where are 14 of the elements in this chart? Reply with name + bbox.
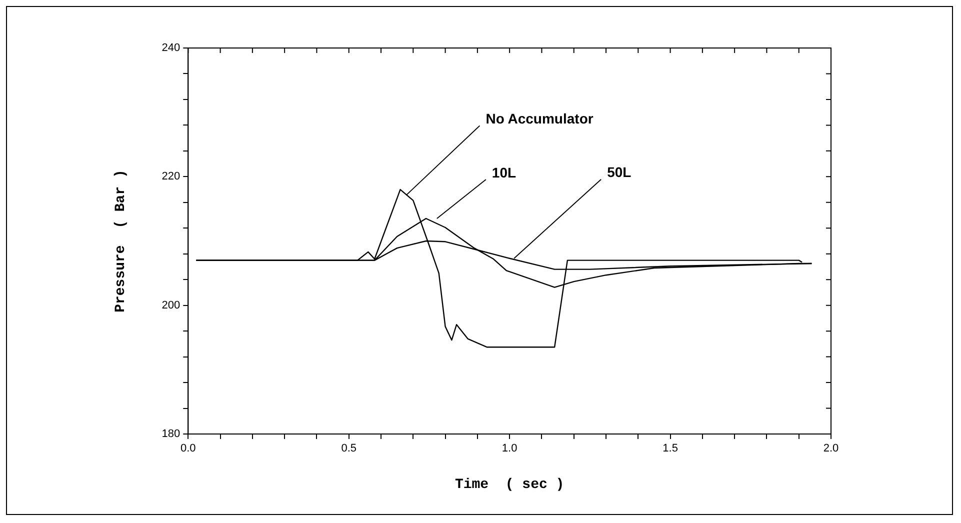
x-tick-label: 2.0: [823, 442, 839, 455]
x-tick-label: 1.5: [662, 442, 678, 455]
y-tick-label: 240: [162, 42, 180, 54]
y-tick-label: 200: [162, 299, 180, 312]
x-tick-label: 0.5: [341, 442, 357, 455]
annotation: 10L: [492, 164, 517, 180]
x-tick-label: 1.0: [502, 442, 518, 455]
annotation: No Accumulator: [486, 110, 594, 127]
x-tick-label: 0.0: [180, 442, 196, 455]
annotation: 50L: [607, 164, 632, 180]
y-tick-label: 220: [162, 170, 180, 183]
y-tick-label: 180: [162, 428, 180, 440]
y-axis-title: Pressure ( Bar ): [112, 170, 129, 312]
x-axis-title: Time ( sec ): [454, 477, 564, 494]
